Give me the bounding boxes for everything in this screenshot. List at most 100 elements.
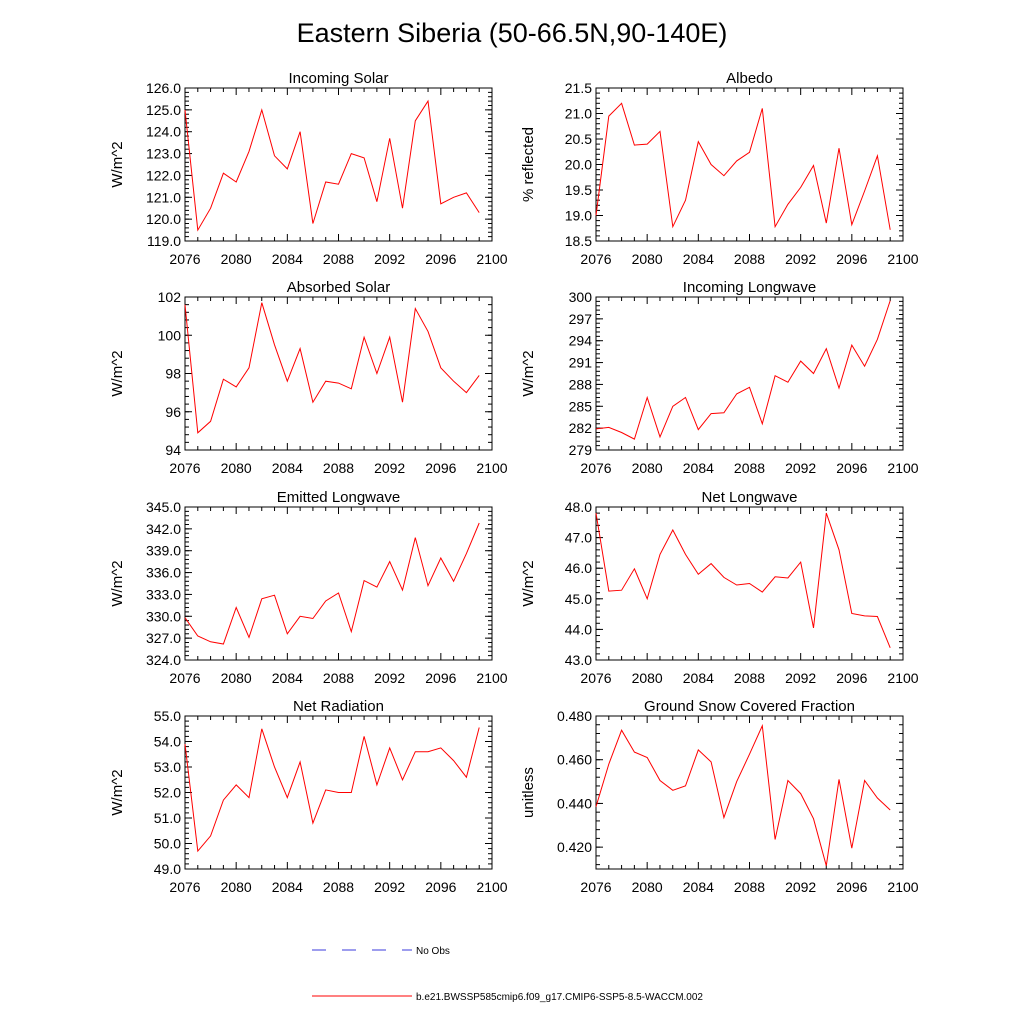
ground-snow-covered-fraction-xtick-label: 2092 (785, 879, 816, 895)
incoming-longwave-xtick-label: 2080 (632, 460, 663, 476)
albedo-title: Albedo (726, 70, 773, 87)
absorbed-solar-xtick-label: 2096 (425, 460, 456, 476)
absorbed-solar-ylabel: W/m^2 (109, 350, 126, 396)
absorbed-solar-series-line (184, 302, 480, 434)
albedo-xtick-label: 2080 (632, 251, 663, 267)
incoming-solar-ytick-label: 119.0 (147, 233, 181, 249)
incoming-longwave-ytick-label: 297 (569, 311, 593, 327)
incoming-longwave-panel: Incoming Longwave W/m^2 2076 2080 2084 2088 20… (520, 279, 919, 476)
absorbed-solar-title: Absorbed Solar (287, 279, 390, 296)
absorbed-solar-xtick-label: 2092 (374, 460, 405, 476)
incoming-solar-ytick-label: 126.0 (146, 80, 181, 96)
emitted-longwave-xtick-label: 2092 (374, 670, 405, 686)
net-radiation-ytick-label: 52.0 (154, 785, 181, 801)
incoming-solar-xtick-label: 2080 (221, 251, 252, 267)
emitted-longwave-xtick-label: 2096 (425, 670, 456, 686)
net-longwave-xtick-label: 2096 (836, 670, 867, 686)
absorbed-solar-xtick-label: 2076 (169, 460, 200, 476)
incoming-longwave-xtick-label: 2100 (887, 460, 918, 476)
ground-snow-covered-fraction-ytick-label: 0.480 (557, 708, 592, 724)
incoming-longwave-ytick-label: 291 (569, 355, 593, 371)
emitted-longwave-xtick-label: 2080 (221, 670, 252, 686)
incoming-solar-ytick-label: 121.0 (146, 189, 181, 205)
absorbed-solar-ytick-label: 102 (158, 289, 182, 305)
incoming-solar-title: Incoming Solar (288, 70, 388, 87)
net-radiation-xtick-label: 2092 (374, 879, 405, 895)
net-longwave-ytick-label: 46.0 (565, 560, 592, 576)
ground-snow-covered-fraction-xtick-label: 2084 (683, 879, 714, 895)
albedo-xtick-label: 2092 (785, 251, 816, 267)
ground-snow-covered-fraction-ytick-label: 0.440 (557, 795, 592, 811)
net-longwave-title: Net Longwave (702, 489, 798, 506)
incoming-solar-frame (184, 87, 493, 242)
legend: No Obs b.e21.BWSSP585cmip6.f09_g17.CMIP6… (312, 946, 703, 1003)
absorbed-solar-ytick-label: 96 (165, 404, 181, 420)
absorbed-solar-panel: Absorbed Solar W/m^2 2076 2080 2084 2088 2092 2… (109, 279, 508, 476)
net-longwave-panel: Net Longwave W/m^2 2076 2080 2084 2088 2092 209… (520, 489, 919, 686)
incoming-longwave-xtick-label: 2084 (683, 460, 714, 476)
ground-snow-covered-fraction-series-line (595, 723, 891, 866)
incoming-longwave-xtick-label: 2088 (734, 460, 765, 476)
incoming-longwave-ylabel: W/m^2 (520, 350, 537, 396)
emitted-longwave-xtick-label: 2084 (272, 670, 303, 686)
ground-snow-covered-fraction-xtick-label: 2100 (887, 879, 918, 895)
ground-snow-covered-fraction-ytick-label: 0.460 (557, 752, 592, 768)
net-radiation-ytick-label: 51.0 (154, 810, 181, 826)
net-longwave-xtick-label: 2088 (734, 670, 765, 686)
albedo-frame (595, 87, 904, 242)
emitted-longwave-frame (184, 506, 493, 661)
incoming-solar-ytick-label: 123.0 (146, 146, 181, 162)
incoming-longwave-xtick-label: 2096 (836, 460, 867, 476)
ground-snow-covered-fraction-xtick-label: 2080 (632, 879, 663, 895)
emitted-longwave-panel: Emitted Longwave W/m^2 2076 2080 2084 2088 209… (109, 489, 508, 686)
ground-snow-covered-fraction-xtick-label: 2076 (580, 879, 611, 895)
net-longwave-xtick-label: 2076 (580, 670, 611, 686)
emitted-longwave-ytick-label: 336.0 (146, 565, 181, 581)
emitted-longwave-xtick-label: 2088 (323, 670, 354, 686)
incoming-solar-ylabel: W/m^2 (109, 141, 126, 187)
figure-title: Eastern Siberia (50-66.5N,90-140E) (297, 18, 728, 48)
incoming-solar-xtick-label: 2076 (169, 251, 200, 267)
ground-snow-covered-fraction-xtick-label: 2096 (836, 879, 867, 895)
albedo-ytick-label: 18.5 (565, 233, 592, 249)
incoming-solar-xtick-label: 2084 (272, 251, 303, 267)
net-longwave-ytick-label: 43.0 (565, 652, 592, 668)
emitted-longwave-xtick-label: 2076 (169, 670, 200, 686)
net-longwave-ytick-label: 45.0 (565, 591, 592, 607)
absorbed-solar-ytick-label: 94 (165, 442, 181, 458)
albedo-ytick-label: 20.0 (565, 157, 592, 173)
incoming-longwave-xtick-label: 2092 (785, 460, 816, 476)
albedo-xtick-label: 2076 (580, 251, 611, 267)
net-radiation-xtick-label: 2088 (323, 879, 354, 895)
chart-panels: Incoming Solar W/m^2 2076 2080 2084 2088 2092 2… (109, 70, 919, 895)
ground-snow-covered-fraction-ytick-label: 0.420 (557, 839, 592, 855)
emitted-longwave-ytick-label: 327.0 (146, 630, 181, 646)
emitted-longwave-ytick-label: 345.0 (146, 499, 181, 515)
ground-snow-covered-fraction-title: Ground Snow Covered Fraction (644, 698, 855, 715)
emitted-longwave-ytick-label: 342.0 (146, 521, 181, 537)
net-longwave-xtick-label: 2080 (632, 670, 663, 686)
albedo-xtick-label: 2096 (836, 251, 867, 267)
incoming-longwave-ytick-label: 282 (569, 420, 593, 436)
net-longwave-ytick-label: 47.0 (565, 530, 592, 546)
net-radiation-panel: Net Radiation W/m^2 2076 2080 2084 2088 2092 20… (109, 698, 508, 895)
incoming-longwave-frame (595, 296, 904, 451)
incoming-longwave-series-line (595, 300, 891, 440)
net-radiation-ytick-label: 53.0 (154, 759, 181, 775)
net-longwave-ytick-label: 48.0 (565, 499, 592, 515)
net-radiation-title: Net Radiation (293, 698, 384, 715)
emitted-longwave-ytick-label: 339.0 (146, 543, 181, 559)
incoming-solar-series-line (184, 99, 480, 232)
absorbed-solar-xtick-label: 2100 (476, 460, 507, 476)
incoming-solar-ytick-label: 120.0 (146, 211, 181, 227)
albedo-ylabel: % reflected (520, 127, 537, 202)
absorbed-solar-ytick-label: 98 (165, 366, 181, 382)
net-radiation-ytick-label: 54.0 (154, 734, 181, 750)
absorbed-solar-xtick-label: 2080 (221, 460, 252, 476)
incoming-longwave-ytick-label: 288 (569, 376, 593, 392)
net-longwave-ytick-label: 44.0 (565, 621, 592, 637)
ground-snow-covered-fraction-frame (595, 715, 904, 870)
net-longwave-series-line (595, 512, 891, 648)
albedo-xtick-label: 2088 (734, 251, 765, 267)
incoming-solar-ytick-label: 122.0 (146, 167, 181, 183)
